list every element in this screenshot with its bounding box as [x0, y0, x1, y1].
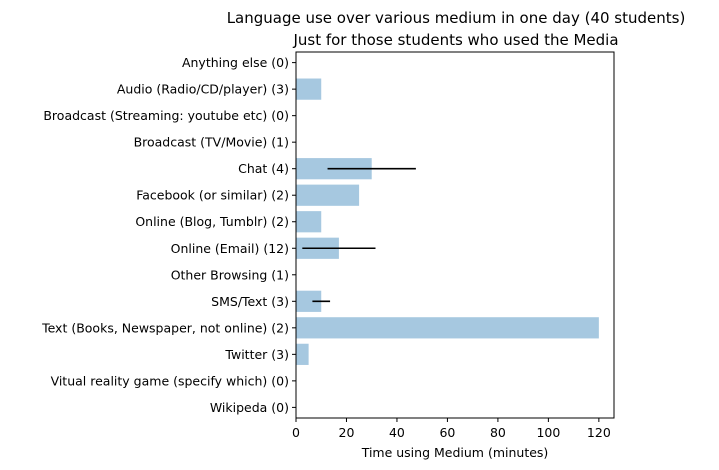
y-tick-label: Chat (4)	[238, 161, 289, 176]
y-tick-label: Online (Blog, Tumblr) (2)	[135, 214, 289, 229]
x-tick-label: 60	[439, 425, 455, 440]
x-axis-label: Time using Medium (minutes)	[361, 445, 549, 460]
y-tick-label: SMS/Text (3)	[211, 294, 289, 309]
x-tick-label: 100	[536, 425, 560, 440]
y-tick-label: Online (Email) (12)	[171, 241, 289, 256]
plot-frame	[295, 51, 615, 419]
bar	[296, 317, 599, 339]
y-tick-label: Broadcast (TV/Movie) (1)	[134, 135, 289, 150]
y-tick-label: Other Browsing (1)	[171, 267, 289, 282]
x-tick-label: 0	[292, 425, 300, 440]
y-tick-label: Audio (Radio/CD/player) (3)	[117, 82, 289, 97]
y-tick-label: Wikipeda (0)	[210, 400, 289, 415]
bar	[296, 290, 322, 312]
chart-subtitle: Just for those students who used the Med…	[292, 31, 618, 49]
bar	[296, 78, 322, 100]
chart-title: Language use over various medium in one …	[227, 9, 686, 27]
bar	[296, 211, 322, 233]
x-tick-label: 40	[389, 425, 405, 440]
y-tick-label: Twitter (3)	[224, 347, 289, 362]
x-tick-label: 20	[339, 425, 355, 440]
y-tick-label: Vitual reality game (specify which) (0)	[51, 373, 289, 388]
bar	[296, 343, 309, 365]
x-tick-label: 80	[490, 425, 506, 440]
plot-area: Anything else (0) Audio (Radio/CD/player)…	[41, 51, 615, 440]
y-tick-label: Text (Books, Newspaper, not online) (2)	[41, 320, 289, 335]
bar	[296, 184, 360, 206]
y-tick-label: Facebook (or similar) (2)	[136, 188, 289, 203]
x-tick-label: 120	[587, 425, 611, 440]
y-tick-label: Broadcast (Streaming: youtube etc) (0)	[43, 108, 289, 123]
y-tick-label: Anything else (0)	[182, 55, 289, 70]
